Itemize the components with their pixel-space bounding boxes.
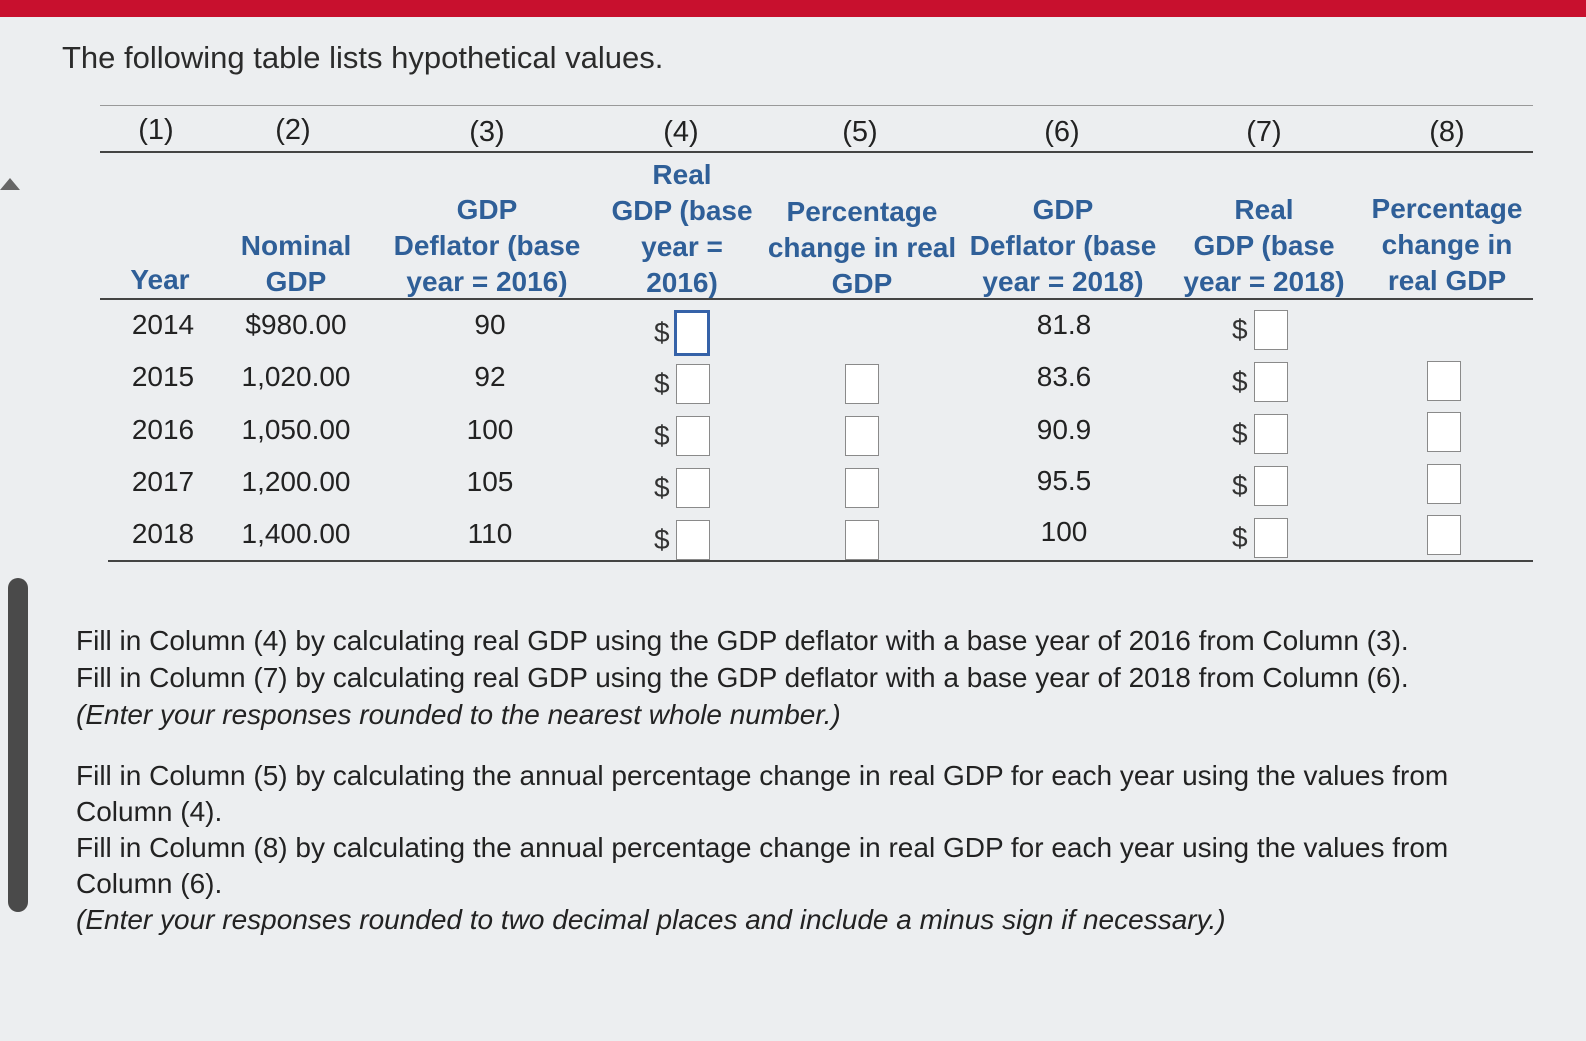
deflator-2018-cell: 81.8 xyxy=(1036,309,1092,340)
colnum-6: (6) xyxy=(1044,116,1080,148)
instruction-line: Fill in Column (7) by calculating real G… xyxy=(76,662,1409,693)
nominal-cell: 1,200.00 xyxy=(241,466,351,497)
header-gdp-deflator-2018: GDP Deflator (base year = 2018) xyxy=(969,194,1157,297)
instructions-part-1: Fill in Column (4) by calculating real G… xyxy=(76,622,1409,733)
deflator-2018-cell: 95.5 xyxy=(1036,465,1092,496)
pct-change-col5-input[interactable] xyxy=(845,416,879,456)
dollar-sign: $ xyxy=(654,368,670,399)
header-year: Year xyxy=(130,264,190,295)
header-real-gdp-2016: Real GDP (base year = 2016) xyxy=(611,159,753,298)
year-cell: 2016 xyxy=(131,414,195,445)
dollar-sign: $ xyxy=(1232,470,1248,501)
colnum-1: (1) xyxy=(138,114,174,146)
pct-change-col8-input[interactable] xyxy=(1427,515,1461,555)
nominal-cell: 1,400.00 xyxy=(241,518,351,549)
year-cell: 2018 xyxy=(131,518,195,549)
header-real-gdp-2018: Real GDP (base year = 2018) xyxy=(1183,194,1345,297)
deflator-2016-cell: 100 xyxy=(466,414,514,445)
top-accent-bar xyxy=(0,0,1586,17)
real-gdp-2016-input[interactable] xyxy=(674,310,710,356)
header-nominal-gdp: Nominal GDP xyxy=(240,230,352,297)
dollar-sign: $ xyxy=(1232,418,1248,449)
year-cell: 2017 xyxy=(131,466,195,497)
real-gdp-2018-input[interactable] xyxy=(1254,414,1288,454)
deflator-2016-cell: 90 xyxy=(474,309,506,340)
nominal-cell: 1,020.00 xyxy=(241,361,351,392)
instruction-line: Fill in Column (5) by calculating the an… xyxy=(76,760,1449,791)
instructions-part-2: Fill in Column (5) by calculating the an… xyxy=(76,758,1448,938)
pct-change-col5-input[interactable] xyxy=(845,468,879,508)
real-gdp-2016-input[interactable] xyxy=(676,364,710,404)
real-gdp-2018-input[interactable] xyxy=(1254,362,1288,402)
deflator-2018-cell: 100 xyxy=(1040,516,1088,547)
pct-change-col8-input[interactable] xyxy=(1427,412,1461,452)
table-header-rule xyxy=(100,298,1533,300)
colnum-7: (7) xyxy=(1246,116,1282,148)
deflator-2016-cell: 92 xyxy=(474,361,506,392)
real-gdp-2016-input[interactable] xyxy=(676,416,710,456)
real-gdp-2018-input[interactable] xyxy=(1254,310,1288,350)
header-pct-change-col5: Percentage change in real GDP xyxy=(767,196,957,299)
dollar-sign: $ xyxy=(654,420,670,451)
dollar-sign: $ xyxy=(1232,314,1248,345)
dollar-sign: $ xyxy=(1232,522,1248,553)
deflator-2016-cell: 110 xyxy=(467,518,513,549)
collapse-arrow-icon[interactable] xyxy=(0,178,20,190)
dollar-sign: $ xyxy=(654,524,670,555)
dollar-sign: $ xyxy=(654,317,670,348)
nominal-cell: 1,050.00 xyxy=(241,414,351,445)
real-gdp-2016-input[interactable] xyxy=(676,468,710,508)
colnum-2: (2) xyxy=(275,114,311,146)
header-pct-change-col8: Percentage change in real GDP xyxy=(1371,193,1523,296)
deflator-2016-cell: 105 xyxy=(466,466,514,497)
instruction-line: Fill in Column (8) by calculating the an… xyxy=(76,832,1449,863)
dollar-sign: $ xyxy=(1232,366,1248,397)
table-bottom-rule xyxy=(108,560,1533,562)
intro-text: The following table lists hypothetical v… xyxy=(62,40,664,75)
pct-change-col8-input[interactable] xyxy=(1427,361,1461,401)
real-gdp-2018-input[interactable] xyxy=(1254,466,1288,506)
colnum-5: (5) xyxy=(842,116,878,148)
table-top-rule xyxy=(100,105,1533,106)
scrollbar-thumb[interactable] xyxy=(8,578,28,912)
table-colnum-rule xyxy=(100,151,1533,153)
year-cell: 2015 xyxy=(131,361,195,392)
real-gdp-2016-input[interactable] xyxy=(676,520,710,560)
nominal-cell: $980.00 xyxy=(245,309,347,340)
colnum-3: (3) xyxy=(469,116,505,148)
pct-change-col5-input[interactable] xyxy=(845,364,879,404)
pct-change-col8-input[interactable] xyxy=(1427,464,1461,504)
year-cell: 2014 xyxy=(131,309,195,340)
instruction-note: (Enter your responses rounded to two dec… xyxy=(76,904,1226,935)
colnum-8: (8) xyxy=(1429,116,1465,148)
instruction-line: Fill in Column (4) by calculating real G… xyxy=(76,625,1409,656)
instruction-note: (Enter your responses rounded to the nea… xyxy=(76,699,841,730)
colnum-4: (4) xyxy=(663,116,699,148)
deflator-2018-cell: 83.6 xyxy=(1036,361,1092,392)
dollar-sign: $ xyxy=(654,472,670,503)
header-gdp-deflator-2016: GDP Deflator (base year = 2016) xyxy=(393,194,581,297)
instruction-line: Column (4). xyxy=(76,796,223,827)
pct-change-col5-input[interactable] xyxy=(845,520,879,560)
deflator-2018-cell: 90.9 xyxy=(1036,414,1092,445)
instruction-line: Column (6). xyxy=(76,868,223,899)
real-gdp-2018-input[interactable] xyxy=(1254,518,1288,558)
